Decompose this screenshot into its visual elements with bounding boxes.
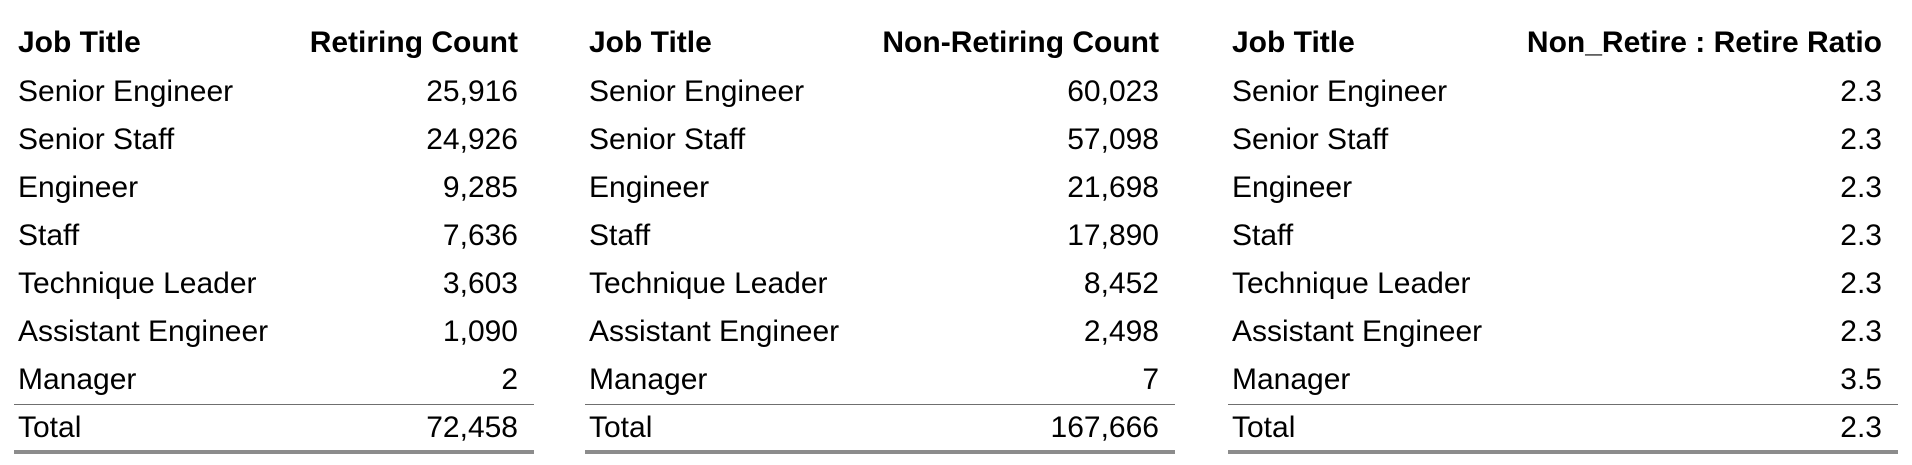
job-title-cell: Senior Staff [589, 123, 746, 156]
job-title-cell: Senior Engineer [1232, 75, 1448, 108]
job-title-cell: Engineer [589, 171, 710, 204]
table-header: Job Title Non-Retiring Count [585, 18, 1175, 68]
table-row: Senior Engineer 25,916 [14, 68, 534, 116]
table-row: Assistant Engineer 2,498 [585, 308, 1175, 356]
job-title-cell: Assistant Engineer [589, 315, 840, 348]
total-row: Total 167,666 [585, 404, 1175, 454]
header-job-title: Job Title [1232, 26, 1355, 59]
count-cell: 2,498 [1083, 315, 1159, 348]
table-header: Job Title Retiring Count [14, 18, 534, 68]
job-title-cell: Staff [18, 219, 80, 252]
total-label: Total [589, 410, 653, 444]
table-row: Senior Staff 24,926 [14, 116, 534, 164]
table-header: Job Title Non_Retire : Retire Ratio [1228, 18, 1898, 68]
count-cell: 21,698 [1067, 171, 1159, 204]
job-title-cell: Senior Staff [1232, 123, 1389, 156]
ratio-cell: 3.5 [1840, 363, 1882, 396]
ratio-table: Job Title Non_Retire : Retire Ratio Seni… [1228, 18, 1898, 454]
count-cell: 7 [1142, 363, 1159, 396]
job-title-cell: Assistant Engineer [1232, 315, 1483, 348]
job-title-cell: Technique Leader [589, 267, 828, 300]
table-row: Engineer 21,698 [585, 164, 1175, 212]
ratio-cell: 2.3 [1840, 75, 1882, 108]
count-cell: 2 [501, 363, 518, 396]
non-retiring-count-table: Job Title Non-Retiring Count Senior Engi… [585, 18, 1175, 454]
ratio-cell: 2.3 [1840, 315, 1882, 348]
header-ratio: Non_Retire : Retire Ratio [1526, 26, 1882, 59]
count-cell: 24,926 [426, 123, 518, 156]
total-row: Total 72,458 [14, 404, 534, 454]
total-value: 167,666 [1050, 410, 1159, 444]
total-value: 72,458 [426, 410, 518, 444]
table-row: Senior Engineer 2.3 [1228, 68, 1898, 116]
total-value: 2.3 [1840, 410, 1882, 444]
table-row: Senior Staff 57,098 [585, 116, 1175, 164]
header-retiring-count: Retiring Count [309, 26, 518, 59]
job-title-cell: Staff [1232, 219, 1294, 252]
table-row: Manager 7 [585, 356, 1175, 404]
job-title-cell: Technique Leader [1232, 267, 1471, 300]
total-label: Total [18, 410, 82, 444]
count-cell: 1,090 [442, 315, 518, 348]
table-row: Technique Leader 8,452 [585, 260, 1175, 308]
table-row: Manager 2 [14, 356, 534, 404]
header-job-title: Job Title [589, 26, 712, 59]
header-non-retiring-count: Non-Retiring Count [882, 26, 1159, 59]
job-title-cell: Senior Staff [18, 123, 175, 156]
total-label: Total [1232, 410, 1296, 444]
ratio-cell: 2.3 [1840, 171, 1882, 204]
job-title-cell: Senior Engineer [18, 75, 234, 108]
ratio-cell: 2.3 [1840, 219, 1882, 252]
table-row: Engineer 2.3 [1228, 164, 1898, 212]
count-cell: 17,890 [1067, 219, 1159, 252]
ratio-cell: 2.3 [1840, 123, 1882, 156]
count-cell: 7,636 [442, 219, 518, 252]
table-row: Staff 17,890 [585, 212, 1175, 260]
retiring-count-table: Job Title Retiring Count Senior Engineer… [14, 18, 534, 454]
count-cell: 3,603 [442, 267, 518, 300]
ratio-cell: 2.3 [1840, 267, 1882, 300]
table-row: Assistant Engineer 2.3 [1228, 308, 1898, 356]
count-cell: 57,098 [1067, 123, 1159, 156]
table-row: Technique Leader 2.3 [1228, 260, 1898, 308]
job-title-cell: Manager [1232, 363, 1351, 396]
job-title-cell: Senior Engineer [589, 75, 805, 108]
table-row: Staff 7,636 [14, 212, 534, 260]
table-row: Senior Engineer 60,023 [585, 68, 1175, 116]
job-title-cell: Engineer [1232, 171, 1353, 204]
table-row: Senior Staff 2.3 [1228, 116, 1898, 164]
table-row: Staff 2.3 [1228, 212, 1898, 260]
job-title-cell: Engineer [18, 171, 139, 204]
job-title-cell: Staff [589, 219, 651, 252]
table-row: Technique Leader 3,603 [14, 260, 534, 308]
table-row: Assistant Engineer 1,090 [14, 308, 534, 356]
count-cell: 25,916 [426, 75, 518, 108]
count-cell: 8,452 [1083, 267, 1159, 300]
table-row: Engineer 9,285 [14, 164, 534, 212]
job-title-cell: Manager [18, 363, 137, 396]
total-row: Total 2.3 [1228, 404, 1898, 454]
job-title-cell: Technique Leader [18, 267, 257, 300]
job-title-cell: Manager [589, 363, 708, 396]
job-title-cell: Assistant Engineer [18, 315, 269, 348]
count-cell: 9,285 [442, 171, 518, 204]
header-job-title: Job Title [18, 26, 141, 59]
table-row: Manager 3.5 [1228, 356, 1898, 404]
count-cell: 60,023 [1067, 75, 1159, 108]
